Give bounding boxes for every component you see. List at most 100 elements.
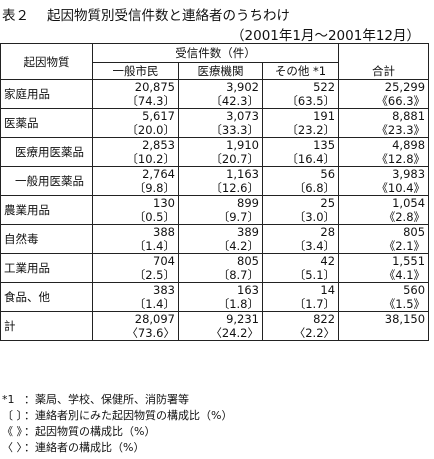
ratio-cell: 〔1.4〕: [92, 297, 179, 312]
footnote-symbol: 〈 〉: [2, 441, 28, 454]
table-row: 食品、他 383 163 14 560: [0, 282, 430, 312]
table-row-ratio: 〔20.0〕 〔33.3〕 〔23.2〕 《23.3》: [1, 123, 430, 138]
ratio-cell: 〔9.8〕: [92, 181, 179, 196]
ratio-cell: 《66.3》: [338, 94, 430, 109]
count-cell: 389: [178, 224, 263, 239]
footnote-text: ：薬局、学校、保健所、消防署等: [24, 393, 189, 406]
footnote-symbol: 《 》: [2, 425, 28, 438]
data-table: 起因物質 受信件数（件） 一般市民 医療機関 その他 *1 合計 家庭用品 20,…: [0, 43, 430, 341]
ratio-cell: 《12.8》: [338, 152, 430, 167]
ratio-cell: 〔3.4〕: [261, 239, 340, 254]
row-label: 計: [0, 311, 93, 341]
count-cell: 1,163: [178, 166, 263, 181]
count-cell: 560: [338, 282, 430, 297]
ratio-cell: 〔1.7〕: [261, 297, 340, 312]
count-cell: 1,551: [338, 253, 430, 268]
table-row-ratio: 〔1.4〕 〔4.2〕 〔3.4〕 《2.1》: [1, 239, 430, 254]
footnote-text: ：連絡者の構成比（%）: [24, 441, 145, 454]
table-row-ratio: 〔9.8〕 〔12.6〕 〔6.8〕 《10.4》: [1, 181, 430, 196]
table-row-ratio: 〔10.2〕 〔20.7〕 〔16.4〕 《12.8》: [1, 152, 430, 167]
row-label: 医薬品: [0, 108, 93, 138]
table-row-ratio: 〔0.5〕 〔9.7〕 〔3.0〕 《2.8》: [1, 210, 430, 225]
count-cell: 2,853: [92, 137, 179, 152]
footnote-line: 〔 〕：連絡者別にみた起因物質の構成比（%）: [2, 408, 232, 424]
count-cell: 8,881: [338, 108, 430, 123]
table-row-ratio: 〔1.4〕 〔1.8〕 〔1.7〕 《1.5》: [1, 297, 430, 312]
count-cell: 383: [92, 282, 179, 297]
count-cell: 28,097: [92, 311, 179, 326]
ratio-cell: 〔2.5〕: [92, 268, 179, 283]
count-cell: 2,764: [92, 166, 179, 181]
ratio-cell: 〔12.6〕: [178, 181, 263, 196]
ratio-cell: 〔4.2〕: [178, 239, 263, 254]
count-cell: 56: [261, 166, 340, 181]
ratio-cell: 〔74.3〕: [92, 94, 179, 109]
ratio-cell: 〈73.6〉: [92, 326, 179, 341]
column-header-other: その他 *1: [261, 62, 340, 80]
row-label: 工業用品: [0, 253, 93, 283]
row-label: 農業用品: [0, 195, 93, 225]
ratio-cell: 〈2.2〉: [261, 326, 340, 341]
count-cell: 25,299: [338, 79, 430, 94]
count-cell: 899: [178, 195, 263, 210]
count-cell: 42: [261, 253, 340, 268]
row-label: 一般用医薬品: [0, 166, 93, 196]
header-blank: [338, 43, 430, 63]
ratio-cell: 《1.5》: [338, 297, 430, 312]
footnote-text: ：連絡者別にみた起因物質の構成比（%）: [24, 409, 233, 422]
count-cell: 388: [92, 224, 179, 239]
footnote-line: 《 》：起因物質の構成比（%）: [2, 424, 232, 440]
count-cell: 4,898: [338, 137, 430, 152]
count-cell: 3,902: [178, 79, 263, 94]
ratio-cell: 〔63.5〕: [261, 94, 340, 109]
column-header-medical: 医療機関: [178, 62, 263, 80]
ratio-cell: 〈24.2〉: [178, 326, 263, 341]
ratio-cell: 〔3.0〕: [261, 210, 340, 225]
table-title-text: 起因物質別受信件数と連絡者のうちわけ: [47, 8, 290, 24]
count-cell: 805: [338, 224, 430, 239]
row-label: 家庭用品: [0, 79, 93, 109]
footnote-text: ：起因物質の構成比（%）: [24, 425, 156, 438]
count-cell: 1,054: [338, 195, 430, 210]
ratio-cell: 〔23.2〕: [261, 123, 340, 138]
ratio-cell: 《2.1》: [338, 239, 430, 254]
table-row: 農業用品 130 899 25 1,054: [0, 195, 430, 225]
ratio-cell: 《2.8》: [338, 210, 430, 225]
count-cell: 3,073: [178, 108, 263, 123]
footnote-symbol: 〔 〕: [2, 409, 28, 422]
ratio-cell: 〔42.3〕: [178, 94, 263, 109]
table-row: 医薬品 5,617 3,073 191 8,881: [0, 108, 430, 138]
ratio-cell: 〔0.5〕: [92, 210, 179, 225]
count-cell: 38,150: [338, 311, 430, 326]
ratio-cell: 〔1.8〕: [178, 297, 263, 312]
count-cell: 5,617: [92, 108, 179, 123]
count-cell: 3,983: [338, 166, 430, 181]
count-cell: 130: [92, 195, 179, 210]
row-label-header: 起因物質: [0, 43, 93, 80]
count-cell: 9,231: [178, 311, 263, 326]
table-title: 表２ 起因物質別受信件数と連絡者のうちわけ: [2, 4, 290, 24]
ratio-cell: 〔8.7〕: [178, 268, 263, 283]
count-cell: 822: [261, 311, 340, 326]
ratio-cell: 〔33.3〕: [178, 123, 263, 138]
row-label: 医療用医薬品: [0, 137, 93, 167]
footnote-line: 〈 〉：連絡者の構成比（%）: [2, 440, 232, 456]
table-number: 表２: [2, 8, 29, 24]
ratio-cell: 〔9.7〕: [178, 210, 263, 225]
table-row: 自然毒 388 389 28 805: [0, 224, 430, 254]
row-label: 食品、他: [0, 282, 93, 312]
count-cell: 1,910: [178, 137, 263, 152]
count-cell: 25: [261, 195, 340, 210]
ratio-cell: 〔1.4〕: [92, 239, 179, 254]
column-header-total: 合計: [338, 62, 430, 80]
ratio-cell: 〔6.8〕: [261, 181, 340, 196]
footnote-line: *1 ：薬局、学校、保健所、消防署等: [2, 392, 232, 408]
ratio-cell: 《10.4》: [338, 181, 430, 196]
footnote-symbol: *1: [2, 393, 15, 406]
table-row: 家庭用品 20,875 3,902 522 25,299: [0, 79, 430, 109]
group-header: 受信件数（件）: [91, 43, 340, 63]
table-row: 一般用医薬品 2,764 1,163 56 3,983: [0, 166, 430, 196]
ratio-cell: 〔20.7〕: [178, 152, 263, 167]
column-header-public: 一般市民: [92, 62, 179, 80]
